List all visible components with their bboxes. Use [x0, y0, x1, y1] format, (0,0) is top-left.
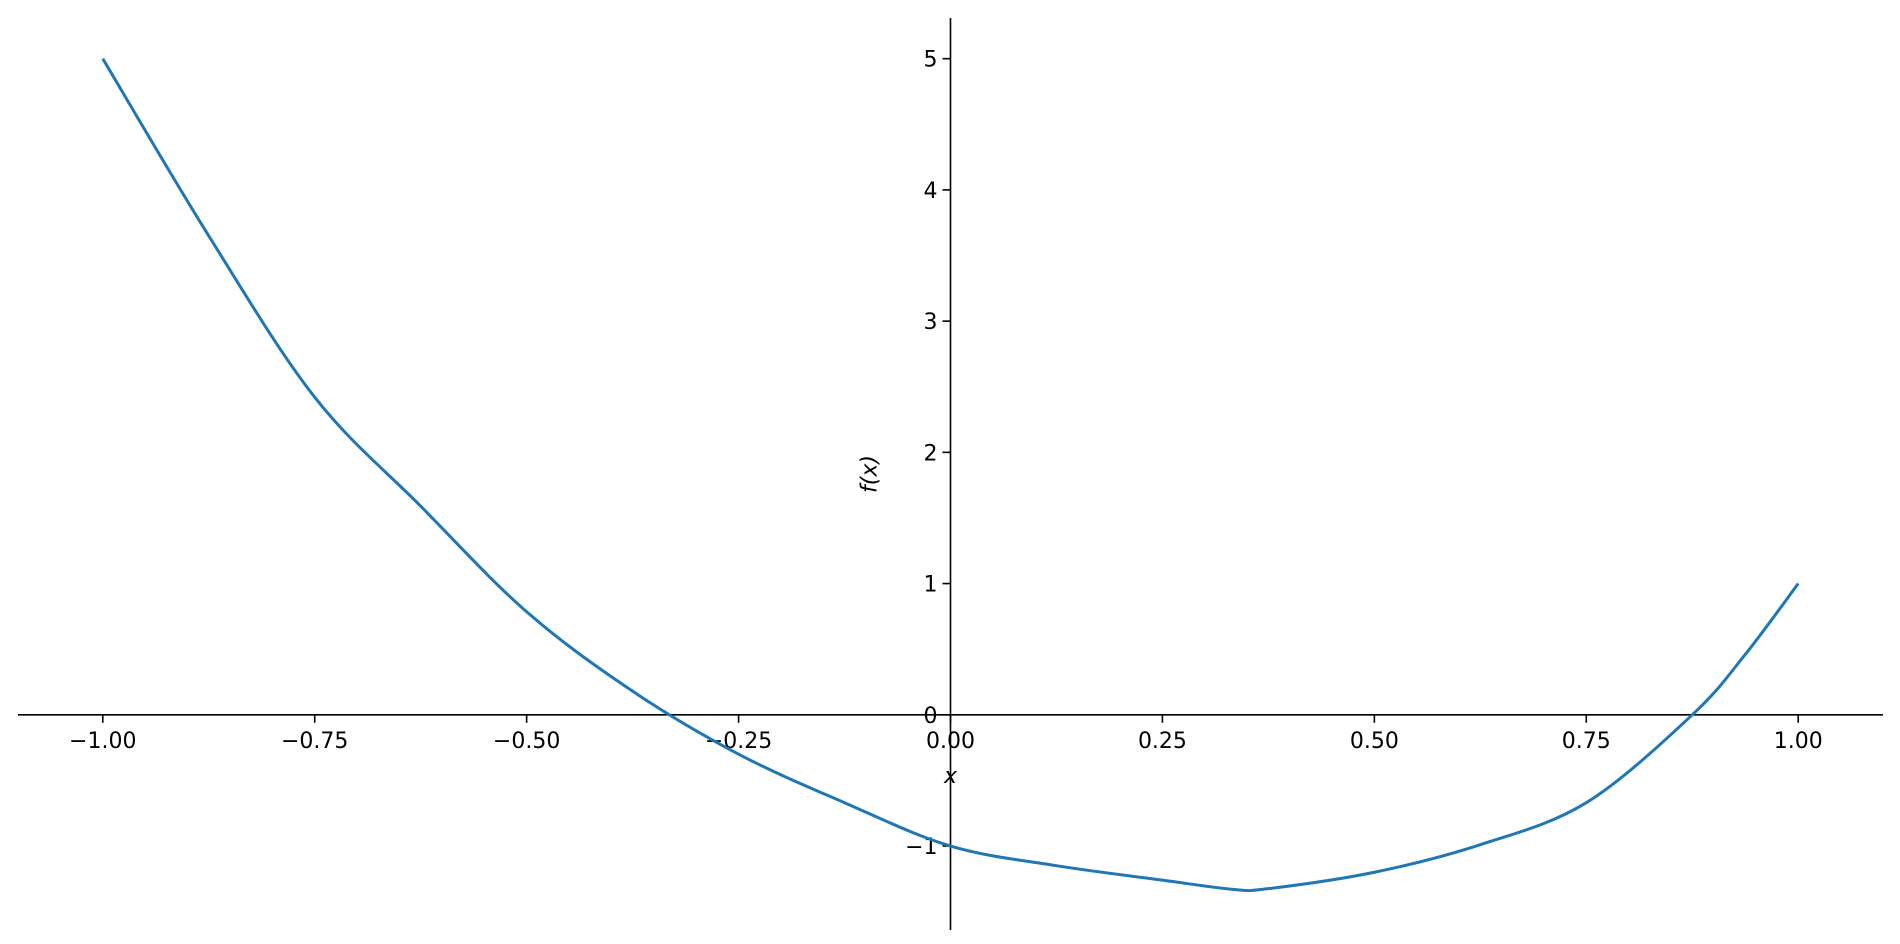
- x-tick-label: −1.00: [69, 729, 136, 754]
- x-tick-label: 0.75: [1562, 729, 1611, 754]
- x-tick-label: 0.00: [926, 729, 975, 754]
- y-tick-label: 2: [924, 441, 938, 466]
- x-axis-label: x: [943, 764, 958, 789]
- ticks: −1.00 −0.75 −0.50 −0.25 0.00 0.25 0.50 0.75 1.00…: [69, 48, 1823, 860]
- y-tick-label: 1: [924, 573, 938, 598]
- x-tick-label: 0.50: [1350, 729, 1399, 754]
- x-tick-label: −0.50: [493, 729, 560, 754]
- y-tick-label: 5: [924, 48, 938, 73]
- x-tick-label: 1.00: [1774, 729, 1823, 754]
- y-tick-label: 4: [924, 179, 938, 204]
- x-tick-label: 0.25: [1138, 729, 1187, 754]
- y-tick-label: 0: [924, 704, 938, 729]
- x-tick-label: −0.75: [281, 729, 348, 754]
- y-tick-label: 3: [924, 310, 938, 335]
- y-axis-label: f(x): [858, 455, 883, 493]
- axes: [18, 18, 1883, 930]
- series-line: [101, 57, 1800, 893]
